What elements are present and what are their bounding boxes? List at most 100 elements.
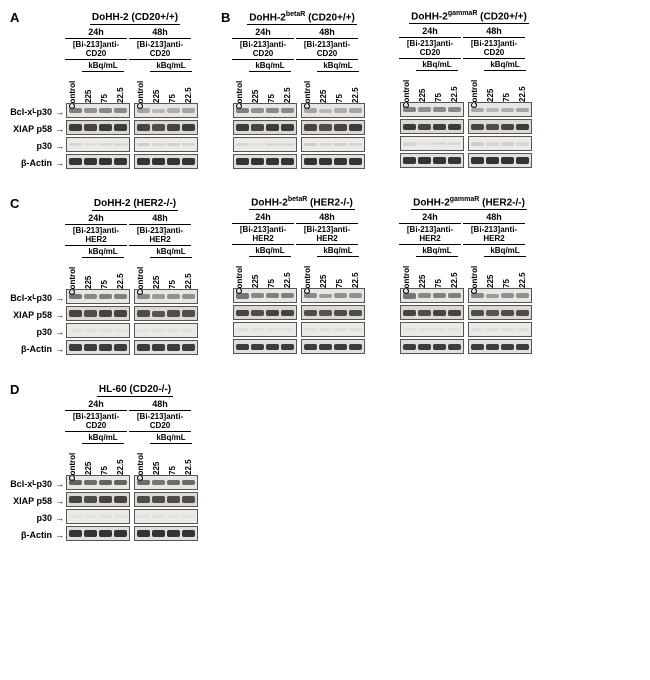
lane-dose-label: 22.5 bbox=[514, 86, 530, 102]
lane-header-block: kBq/mLControl2257522.5 bbox=[466, 60, 530, 102]
band bbox=[99, 344, 112, 351]
protein-row-label: XIAP p58→ bbox=[10, 120, 64, 137]
band bbox=[266, 293, 279, 298]
treatment-label: [Bi-213]anti-CD20 bbox=[129, 40, 191, 60]
band bbox=[516, 108, 529, 112]
band bbox=[137, 310, 150, 316]
band bbox=[236, 328, 249, 331]
panel: BDoHH-2betaR (CD20+/+)24h48h[Bi-213]anti… bbox=[221, 10, 368, 171]
band bbox=[349, 310, 362, 316]
band bbox=[84, 108, 97, 113]
band bbox=[281, 108, 294, 113]
band bbox=[251, 158, 264, 165]
band bbox=[152, 480, 165, 485]
panel: DoHH-2gammaR (HER2-/-)24h48h[Bi-213]anti… bbox=[388, 196, 535, 357]
band bbox=[137, 143, 150, 147]
band bbox=[516, 142, 529, 145]
band bbox=[418, 142, 431, 145]
band bbox=[251, 124, 264, 130]
band bbox=[99, 294, 112, 299]
band bbox=[152, 143, 165, 146]
band bbox=[448, 142, 461, 145]
band bbox=[418, 310, 431, 316]
band bbox=[84, 515, 97, 518]
band bbox=[304, 143, 317, 147]
band bbox=[266, 124, 279, 131]
lane-dose-label: 22.5 bbox=[347, 272, 363, 288]
band bbox=[137, 480, 150, 486]
band bbox=[152, 311, 165, 317]
timepoint-label: 24h bbox=[399, 26, 461, 38]
band bbox=[84, 124, 97, 130]
band bbox=[84, 344, 97, 351]
western-blot-strip bbox=[301, 120, 365, 135]
band bbox=[471, 328, 484, 331]
band bbox=[182, 158, 195, 165]
band bbox=[349, 293, 362, 298]
band bbox=[182, 480, 195, 486]
lane-dose-label: 22.5 bbox=[112, 459, 128, 475]
band bbox=[471, 293, 484, 298]
band bbox=[433, 157, 446, 164]
lane-dose-label: 22.5 bbox=[180, 273, 196, 289]
lane-header-block: kBq/mLControl2257522.5 bbox=[398, 246, 462, 288]
band bbox=[236, 143, 249, 146]
band bbox=[418, 157, 431, 164]
band bbox=[251, 143, 264, 146]
western-blot-strip bbox=[301, 339, 365, 354]
band bbox=[471, 124, 484, 130]
band bbox=[114, 496, 127, 502]
lane-dose-label: 225 bbox=[315, 272, 331, 288]
timepoint-label: 48h bbox=[129, 399, 191, 411]
band bbox=[281, 124, 294, 131]
treatment-label: [Bi-213]anti-CD20 bbox=[65, 412, 127, 432]
band bbox=[486, 344, 499, 351]
band bbox=[84, 329, 97, 332]
western-blot-strip bbox=[66, 120, 130, 135]
band bbox=[304, 344, 317, 351]
band bbox=[319, 124, 332, 130]
band bbox=[349, 143, 362, 146]
western-blot-strip bbox=[66, 306, 130, 321]
lane-header-block: kBq/mLControl2257522.5 bbox=[299, 246, 363, 288]
lane-dose-label: 22.5 bbox=[446, 86, 462, 102]
lane-control-label: Control bbox=[132, 87, 148, 103]
band bbox=[182, 515, 195, 518]
lane-dose-label: 75 bbox=[164, 459, 180, 475]
lane-dose-label: 22.5 bbox=[180, 459, 196, 475]
protein-row-label: p30→ bbox=[10, 323, 64, 340]
band bbox=[236, 158, 249, 165]
band bbox=[304, 328, 317, 331]
band bbox=[266, 143, 279, 146]
band bbox=[349, 124, 362, 131]
band bbox=[236, 310, 249, 316]
band bbox=[182, 108, 195, 112]
band bbox=[266, 328, 279, 331]
western-blot-strip bbox=[134, 306, 198, 321]
lane-control-label: Control bbox=[398, 86, 414, 102]
treatment-label: [Bi-213]anti-HER2 bbox=[296, 225, 358, 245]
treatment-label: [Bi-213]anti-HER2 bbox=[463, 225, 525, 245]
lane-dose-label: 75 bbox=[331, 87, 347, 103]
lane-control-label: Control bbox=[64, 459, 80, 475]
band bbox=[84, 310, 97, 316]
lane-dose-label: 75 bbox=[164, 273, 180, 289]
band bbox=[137, 124, 150, 130]
band bbox=[334, 143, 347, 146]
band bbox=[349, 108, 362, 112]
lane-dose-label: 75 bbox=[498, 272, 514, 288]
band bbox=[114, 158, 127, 165]
band bbox=[319, 143, 332, 146]
western-blot-strip bbox=[233, 339, 297, 354]
western-blot-strip bbox=[400, 119, 464, 134]
band bbox=[251, 293, 264, 298]
western-blot-strip bbox=[134, 323, 198, 338]
timepoint-label: 48h bbox=[296, 212, 358, 224]
band bbox=[403, 310, 416, 316]
treatment-label: [Bi-213]anti-CD20 bbox=[463, 39, 525, 59]
cellline-label: DoHH-2gammaR (CD20+/+) bbox=[409, 10, 529, 24]
band bbox=[114, 124, 127, 131]
band bbox=[334, 344, 347, 351]
band bbox=[99, 480, 112, 486]
band bbox=[471, 310, 484, 316]
